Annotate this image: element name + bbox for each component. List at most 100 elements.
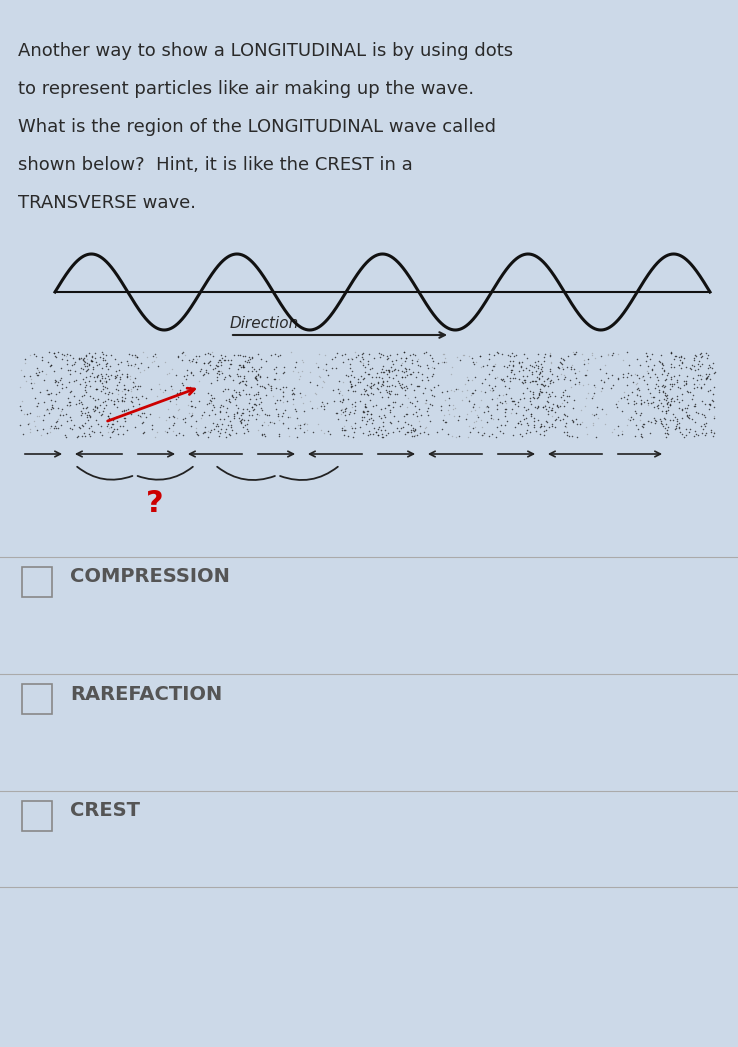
Point <box>266 414 277 430</box>
Point <box>411 426 423 443</box>
Point <box>625 366 637 383</box>
Point <box>358 408 370 425</box>
Point <box>348 423 360 440</box>
Point <box>295 389 307 406</box>
Text: RAREFACTION: RAREFACTION <box>70 685 222 704</box>
Point <box>41 424 53 441</box>
Point <box>89 392 100 408</box>
Point <box>701 350 713 366</box>
Point <box>94 373 106 389</box>
Point <box>224 393 235 409</box>
Point <box>339 401 351 418</box>
Point <box>273 411 285 428</box>
Point <box>365 409 376 426</box>
Point <box>399 344 410 361</box>
Point <box>30 398 42 415</box>
Point <box>404 417 416 433</box>
Point <box>687 386 699 403</box>
Point <box>314 346 325 362</box>
Point <box>207 415 219 431</box>
Point <box>556 383 568 400</box>
Point <box>249 362 261 379</box>
Point <box>286 386 298 403</box>
Point <box>676 425 688 442</box>
Point <box>524 393 536 409</box>
Point <box>587 387 599 404</box>
Point <box>339 346 351 362</box>
Point <box>463 393 475 409</box>
Point <box>665 391 677 407</box>
Point <box>159 423 170 440</box>
Point <box>173 425 184 442</box>
Point <box>60 406 72 423</box>
Point <box>618 351 630 367</box>
Point <box>373 375 384 392</box>
Point <box>545 400 557 417</box>
Point <box>318 398 330 415</box>
Point <box>104 358 116 375</box>
Point <box>672 416 683 432</box>
Point <box>501 359 513 376</box>
Point <box>561 387 573 404</box>
Point <box>656 416 668 432</box>
Point <box>118 402 130 419</box>
Point <box>258 414 270 430</box>
Point <box>637 416 649 432</box>
Point <box>426 386 438 403</box>
Point <box>571 416 583 432</box>
Point <box>230 425 242 442</box>
Point <box>492 396 503 413</box>
Point <box>313 367 325 384</box>
Point <box>702 370 714 386</box>
Point <box>678 373 690 389</box>
Point <box>367 415 379 431</box>
Point <box>337 393 348 409</box>
Point <box>100 397 112 414</box>
Point <box>102 391 114 407</box>
Point <box>136 415 148 431</box>
Point <box>362 356 373 373</box>
Point <box>126 347 138 363</box>
Point <box>407 364 418 381</box>
Point <box>635 411 646 428</box>
Point <box>444 406 455 423</box>
Point <box>64 408 76 425</box>
Point <box>581 366 593 383</box>
Point <box>67 350 79 366</box>
Point <box>99 393 111 409</box>
Point <box>234 357 246 374</box>
Point <box>438 406 449 423</box>
Point <box>237 358 249 375</box>
Point <box>579 366 590 383</box>
Point <box>376 370 388 386</box>
Point <box>529 398 541 415</box>
Point <box>630 405 642 422</box>
Point <box>231 403 243 420</box>
Point <box>484 382 496 399</box>
Point <box>100 347 112 363</box>
Point <box>55 406 66 423</box>
Point <box>534 386 545 403</box>
Point <box>652 377 664 394</box>
Point <box>534 425 546 442</box>
Point <box>400 360 412 377</box>
Point <box>519 411 531 428</box>
Point <box>553 360 565 377</box>
Point <box>129 349 141 365</box>
Point <box>424 396 436 413</box>
Point <box>56 346 68 362</box>
Point <box>513 355 525 372</box>
Point <box>696 393 708 409</box>
Point <box>514 426 526 443</box>
Point <box>84 409 96 426</box>
Point <box>74 365 86 382</box>
Point <box>287 384 299 401</box>
Point <box>219 381 231 398</box>
Point <box>238 357 249 374</box>
Point <box>618 388 630 405</box>
Point <box>624 413 635 429</box>
Point <box>589 350 601 366</box>
Point <box>469 419 480 436</box>
Point <box>493 386 505 403</box>
Point <box>338 421 350 438</box>
